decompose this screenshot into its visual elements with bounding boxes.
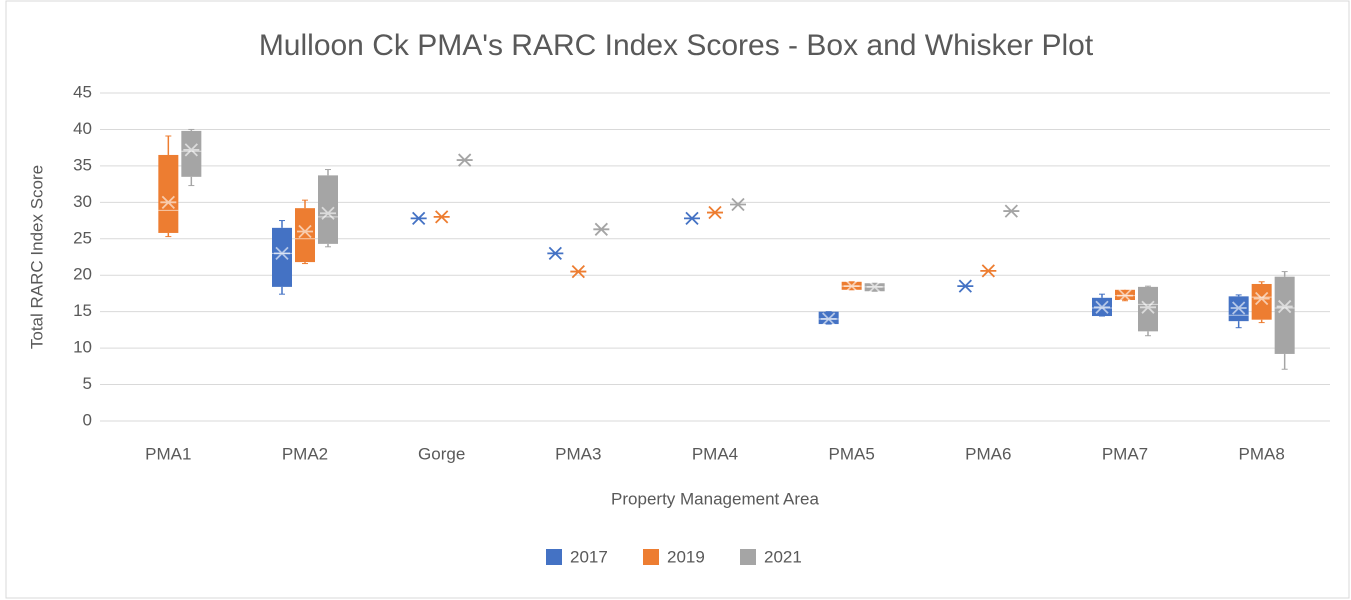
mean-marker [183,143,200,157]
box [1138,286,1158,332]
mean-marker [456,153,473,167]
mean-marker [433,210,450,224]
legend-label: 2021 [764,547,802,566]
y-tick-label: 15 [73,301,92,320]
box [295,208,315,263]
x-tick-label: PMA8 [1239,444,1285,463]
mean-marker [1094,300,1110,314]
mean-marker [1003,204,1020,218]
box [158,154,179,233]
y-tick-label: 35 [73,155,92,174]
legend-label: 2017 [570,547,608,566]
mean-marker [320,206,336,220]
y-axis-label: Total RARC Index Score [27,165,46,349]
box [272,227,292,287]
mean-marker [1117,288,1133,303]
box [1251,283,1272,320]
x-tick-label: PMA2 [282,444,328,463]
mean-marker [274,246,290,260]
mean-marker [1276,299,1293,314]
x-tick-label: Gorge [418,444,465,463]
x-axis-label: Property Management Area [611,489,819,508]
x-tick-label: PMA7 [1102,444,1148,463]
x-tick-label: PMA3 [555,444,601,463]
mean-marker [707,205,723,220]
mean-marker [160,195,177,209]
chart-title: Mulloon Ck PMA's RARC Index Scores - Box… [259,29,1094,62]
x-tick-label: PMA4 [692,444,738,463]
legend-label: 2019 [667,547,705,566]
y-tick-label: 25 [73,228,92,247]
mean-marker [547,246,564,260]
legend-swatch [643,549,659,565]
mean-marker [1230,301,1247,315]
mean-marker [980,264,997,278]
mean-marker [957,279,974,293]
mean-marker [1140,300,1156,314]
y-tick-label: 20 [73,265,92,284]
mean-marker [843,279,860,293]
box [181,130,202,177]
x-tick-label: PMA5 [829,444,875,463]
legend-swatch [740,549,756,565]
mean-marker [820,312,837,326]
mean-marker [730,197,746,212]
box [1274,276,1295,354]
mean-marker [684,211,700,226]
y-tick-label: 45 [73,82,92,101]
x-tick-label: PMA1 [145,444,191,463]
y-tick-label: 10 [73,338,92,357]
y-tick-label: 30 [73,192,92,211]
mean-marker [593,222,610,236]
y-tick-label: 5 [83,374,92,393]
mean-marker [866,280,883,294]
x-tick-label: PMA6 [965,444,1011,463]
y-tick-label: 40 [73,119,92,138]
box [318,175,338,244]
mean-marker [410,211,427,226]
y-tick-label: 0 [83,410,92,429]
mean-marker [297,224,313,239]
legend-swatch [546,549,562,565]
mean-marker [1253,291,1270,306]
mean-marker [570,264,587,279]
